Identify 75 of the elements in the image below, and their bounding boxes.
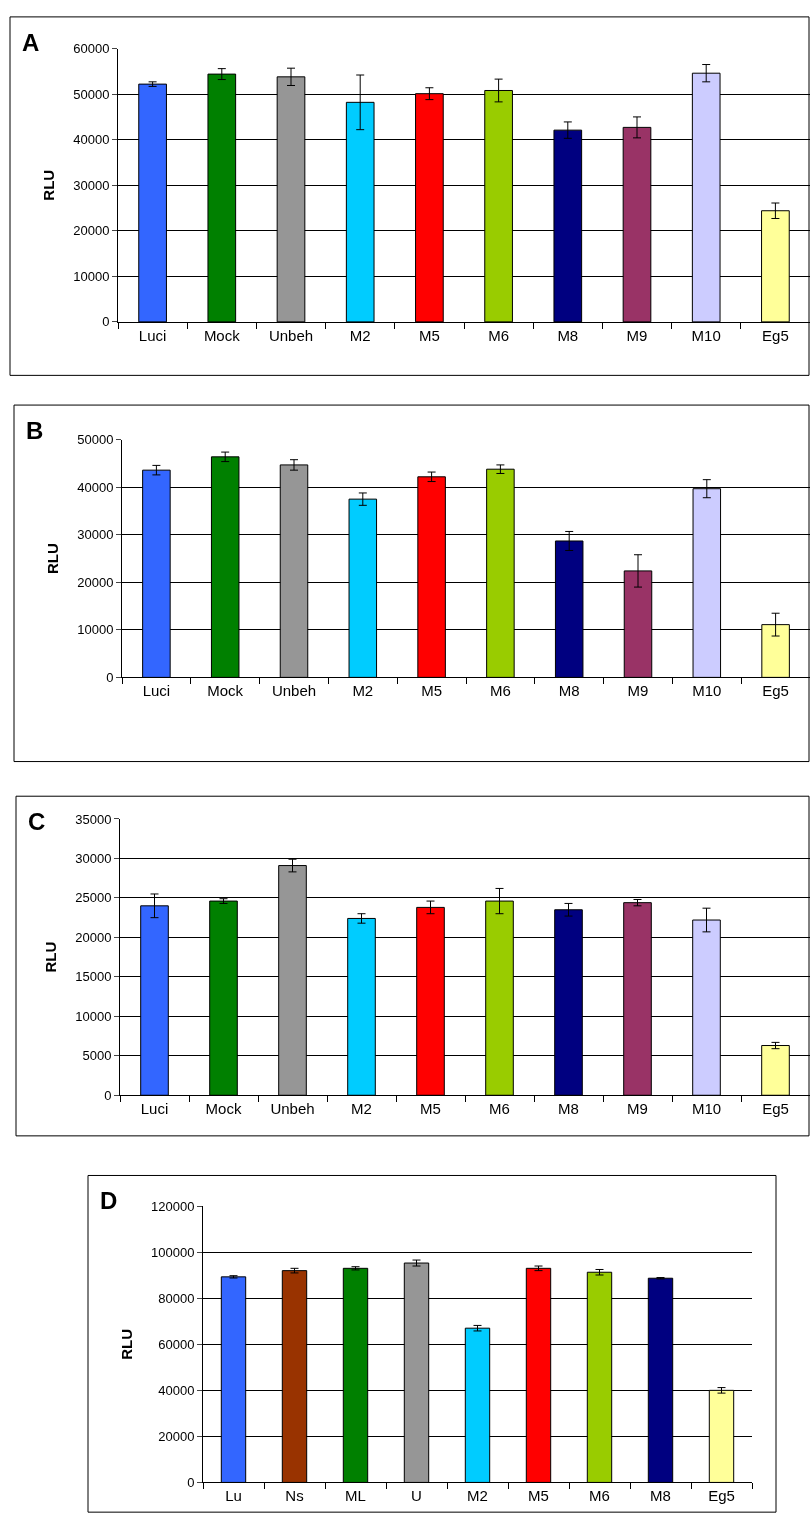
x-tick-label: M9	[627, 1100, 648, 1118]
x-tick-label: Lu	[225, 1487, 242, 1505]
x-tick-label: Mock	[207, 682, 244, 700]
x-tick-label: M8	[557, 326, 579, 344]
y-tick-label: 5000	[82, 1048, 112, 1064]
x-tick-label: U	[411, 1487, 422, 1505]
x-tick-label: M2	[352, 682, 374, 700]
y-tick-label: 25000	[75, 890, 112, 906]
x-tick-label: M5	[528, 1487, 549, 1505]
x-tick-label: Eg5	[762, 682, 789, 700]
x-tick-label: Luci	[138, 326, 167, 344]
x-tick-label: M2	[467, 1487, 488, 1505]
y-axis-title: RLU	[44, 543, 62, 574]
y-tick-label: 0	[187, 1474, 195, 1490]
y-tick-label: 60000	[73, 41, 110, 57]
x-tick-label: M8	[558, 682, 580, 700]
x-tick-label: ML	[345, 1487, 366, 1505]
y-axis-title: RLU	[40, 169, 58, 201]
x-tick-label: M6	[589, 1487, 610, 1505]
y-tick-label: 20000	[75, 929, 112, 945]
y-tick-label: 0	[104, 1087, 112, 1103]
x-tick-label: M2	[349, 326, 371, 344]
y-tick-label: 50000	[73, 86, 110, 102]
x-tick-label: M6	[488, 326, 510, 344]
x-tick-label: M5	[420, 1100, 441, 1118]
y-tick-label: 50000	[77, 432, 114, 448]
x-tick-label: M6	[489, 1100, 510, 1118]
x-tick-label: M8	[558, 1100, 579, 1118]
y-tick-label: 30000	[75, 851, 112, 867]
x-tick-label: M5	[421, 682, 443, 700]
y-tick-label: 0	[106, 669, 114, 685]
y-tick-label: 10000	[77, 622, 114, 638]
y-tick-label: 80000	[158, 1290, 195, 1306]
y-tick-label: 15000	[75, 969, 112, 985]
x-tick-label: Mock	[205, 1100, 242, 1118]
x-tick-label: Luci	[142, 682, 171, 700]
y-tick-label: 20000	[73, 223, 110, 239]
chart-title: D	[100, 1187, 118, 1214]
y-tick-label: 100000	[151, 1244, 195, 1260]
x-tick-label: M5	[418, 326, 440, 344]
y-tick-label: 0	[102, 314, 110, 330]
x-tick-label: M2	[351, 1100, 372, 1118]
x-tick-label: M8	[650, 1487, 671, 1505]
x-tick-label: M10	[691, 1100, 722, 1118]
y-tick-label: 60000	[158, 1336, 195, 1352]
x-tick-label: M10	[692, 682, 722, 700]
y-tick-label: 120000	[151, 1198, 195, 1214]
x-tick-label: Mock	[203, 326, 241, 344]
y-tick-label: 40000	[158, 1382, 195, 1398]
x-tick-label: M6	[489, 682, 511, 700]
y-tick-label: 10000	[75, 1008, 112, 1024]
y-tick-label: 30000	[77, 527, 114, 543]
x-tick-label: Eg5	[708, 1487, 735, 1505]
y-tick-label: 40000	[77, 479, 114, 495]
y-tick-label: 10000	[73, 268, 110, 284]
y-axis-title: RLU	[42, 941, 60, 973]
x-tick-label: Unbeh	[270, 1100, 315, 1118]
chart-title: A	[22, 29, 40, 56]
chart-title: B	[26, 417, 44, 444]
x-tick-label: Luci	[140, 1100, 169, 1118]
y-tick-label: 30000	[73, 177, 110, 193]
x-tick-label: Unbeh	[271, 682, 317, 700]
y-tick-label: 40000	[73, 132, 110, 148]
x-tick-label: Ns	[285, 1487, 304, 1505]
y-tick-label: 20000	[158, 1428, 195, 1444]
x-tick-label: Unbeh	[268, 326, 314, 344]
y-tick-label: 35000	[75, 811, 112, 827]
y-tick-label: 20000	[77, 574, 114, 590]
x-tick-label: Eg5	[762, 1100, 789, 1118]
x-tick-label: M10	[691, 326, 721, 344]
x-tick-label: M9	[626, 326, 648, 344]
y-axis-title: RLU	[118, 1328, 136, 1360]
x-tick-label: Eg5	[762, 326, 789, 344]
x-tick-label: M9	[627, 682, 649, 700]
chart-title: C	[28, 808, 46, 835]
